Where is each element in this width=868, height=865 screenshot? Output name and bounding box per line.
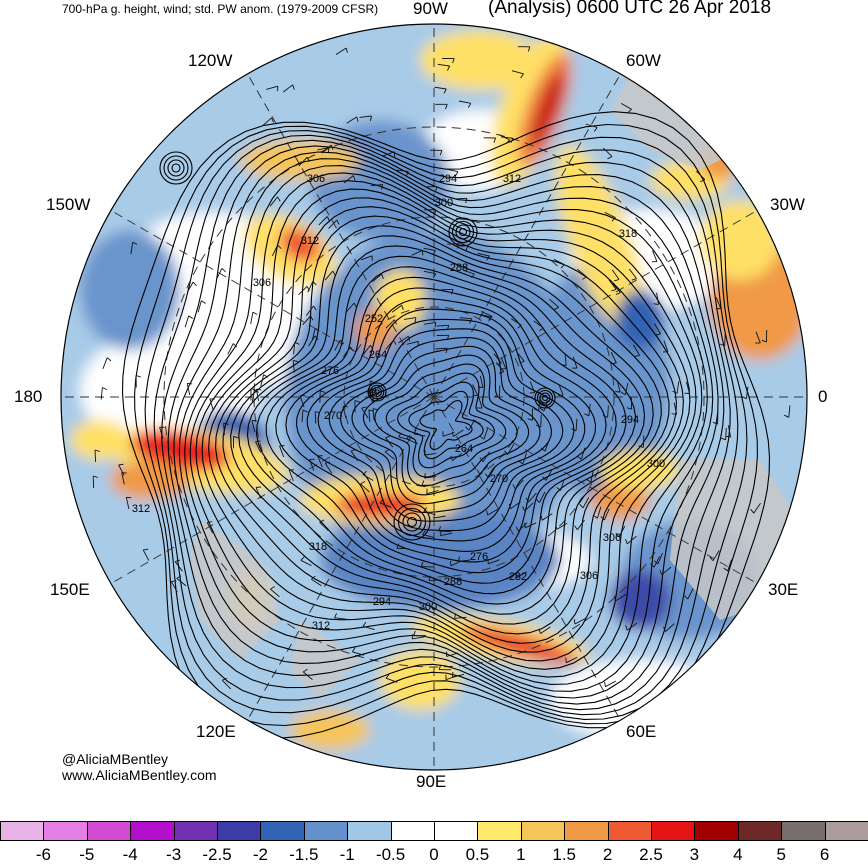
colorbar-box (303, 821, 348, 841)
colorbar-box (0, 821, 44, 841)
colorbar-box (520, 821, 565, 841)
contour-label: 300 (647, 458, 665, 470)
lon-label-30e: 30E (768, 580, 799, 599)
colorbar-label: -0.5 (375, 845, 406, 864)
colorbar-box (651, 821, 695, 841)
colorbar-box (607, 821, 651, 841)
lon-label-60e: 60E (626, 722, 657, 741)
colorbar-label: 0 (429, 845, 439, 864)
lon-label-120w: 120W (188, 51, 233, 70)
colorbar-label: 1.5 (552, 845, 577, 864)
lon-label-0: 0 (818, 387, 828, 406)
colorbar-label: -4 (122, 845, 138, 864)
contour-label: 318 (619, 228, 637, 240)
colorbar-label: -2 (252, 845, 268, 864)
colorbar-box (564, 821, 608, 841)
height-contours (121, 111, 771, 739)
colorbar-box (781, 821, 825, 841)
contour-label: 282 (509, 571, 527, 583)
colorbar-box (824, 821, 868, 841)
contour-label: 300 (435, 197, 453, 209)
colorbar-box (86, 821, 131, 841)
contour-label: 294 (439, 173, 457, 185)
colorbar-box (347, 821, 391, 841)
colorbar-label: -1 (339, 845, 355, 864)
lat-lon-grid (61, 24, 807, 770)
lon-label-150w: 150W (46, 195, 91, 214)
lon-label-90w: 90W (413, 0, 448, 18)
contour-label: 294 (373, 596, 391, 608)
lon-label-150e: 150E (50, 580, 90, 599)
wind-barbs (92, 46, 791, 690)
map-border (60, 23, 808, 771)
colorbar-label: -6 (35, 845, 51, 864)
contour-label: 276 (321, 365, 339, 377)
lon-label-90e: 90E (416, 772, 447, 791)
colorbar-label: 1 (516, 845, 526, 864)
polar-stereographic-map: 306 294 300 312 312 306 318 288 252 264 276 270 264 2… (60, 23, 808, 771)
credit-handle: @AliciaMBentley (62, 751, 169, 767)
contour-label: 306 (253, 277, 271, 289)
lon-label-120e: 120E (196, 722, 236, 741)
contour-label: 288 (450, 262, 468, 274)
contour-label: 312 (301, 235, 319, 247)
contour-label: 294 (621, 414, 639, 426)
colorbar-box (694, 821, 738, 841)
colorbar-label: 0.5 (465, 845, 490, 864)
colorbar-box (130, 821, 174, 841)
colorbar-box (390, 821, 434, 841)
contour-label: 264 (369, 349, 387, 361)
contour-label: 252 (365, 313, 383, 325)
colorbar-box (434, 821, 478, 841)
colorbar-label: -5 (79, 845, 95, 864)
colorbar-box (737, 821, 782, 841)
contour-label: 276 (470, 551, 488, 563)
colorbar-box (260, 821, 304, 841)
credit-website: www.AliciaMBentley.com (62, 767, 217, 783)
colorbar-label: -3 (166, 845, 182, 864)
map-right-title: (Analysis) 0600 UTC 26 Apr 2018 (488, 0, 772, 18)
contour-label: 288 (444, 576, 462, 588)
contour-label: 306 (307, 173, 325, 185)
colorbar-label: 5 (776, 845, 786, 864)
contour-label: 300 (419, 601, 437, 613)
map-left-title: 700-hPa g. height, wind; std. PW anom. (… (62, 2, 379, 16)
colorbar-label: -2.5 (202, 845, 232, 864)
lon-label-60w: 60W (626, 51, 661, 70)
lon-label-180: 180 (14, 387, 43, 406)
contour-label: 306 (580, 570, 598, 582)
colorbar-label: 4 (733, 845, 743, 864)
colorbar: -6 -5 -4 -3 -2.5 -2 -1.5 -1 -0.5 0 0.5 1 1.5 2 2.5 3 4 5 6 (0, 821, 868, 865)
contour-label: 270 (324, 410, 342, 422)
colorbar-label: 6 (819, 845, 830, 864)
colorbar-label: 2 (602, 845, 613, 864)
colorbar-box (217, 821, 261, 841)
contour-labels: 306 294 300 312 312 306 318 288 252 264 276 270 264 2… (132, 173, 665, 632)
contour-label: 312 (503, 173, 521, 185)
colorbar-box (173, 821, 217, 841)
lon-label-30w: 30W (770, 195, 805, 214)
colorbar-box (43, 821, 87, 841)
colorbar-box (477, 821, 521, 841)
colorbar-label: -1.5 (289, 845, 319, 864)
contour-label: 270 (490, 473, 508, 485)
contour-label: 318 (309, 541, 327, 553)
contour-label: 306 (603, 532, 621, 544)
colorbar-label: 3 (689, 845, 700, 864)
contour-label: 312 (132, 503, 150, 515)
contour-label: 264 (455, 443, 473, 455)
colorbar-label: 2.5 (639, 845, 663, 864)
contour-label: 312 (312, 620, 330, 632)
